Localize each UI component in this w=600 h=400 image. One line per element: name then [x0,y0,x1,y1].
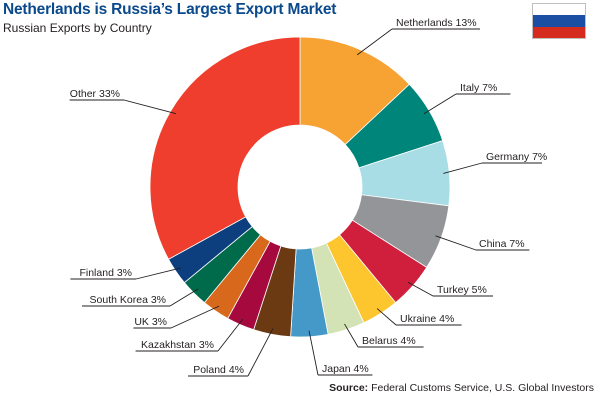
leader-line-china [435,235,477,251]
flag-stripe-blue [533,15,585,27]
slice-label-uk: UK 3% [134,316,167,328]
leader-line-netherlands [356,28,393,56]
chart-subtitle: Russian Exports by Country [3,21,152,35]
slice-label-ukraine: Ukraine 4% [400,313,454,325]
slice-label-south-korea: South Korea 3% [90,294,166,306]
chart-title: Netherlands is Russia’s Largest Export M… [3,1,337,18]
slice-label-china: China 7% [479,238,525,250]
slice-label-netherlands: Netherlands 13% [396,17,477,29]
russia-flag-icon [532,3,586,39]
leader-line-turkey [407,281,434,297]
slice-label-kazakhstan: Kazakhstan 3% [141,339,214,351]
flag-stripe-red [533,26,585,38]
slice-label-germany: Germany 7% [486,151,547,163]
leader-line-kazakhstan [217,318,244,352]
source-text: Federal Customs Service, U.S. Global Inv… [371,382,594,394]
source-label: Source: [329,382,369,394]
leader-line-uk [170,305,220,329]
slice-label-other: Other 33% [70,88,120,100]
slice-label-turkey: Turkey 5% [437,284,487,296]
leader-line-other [123,99,177,115]
slice-label-belarus: Belarus 4% [362,335,416,347]
leader-line-japan [308,330,319,376]
leader-line-italy [423,93,457,115]
slice-label-italy: Italy 7% [460,82,497,94]
leader-line-poland [247,328,274,377]
source-note: Source: Federal Customs Service, U.S. Gl… [329,382,594,394]
leader-line-germany [443,162,483,174]
slice-label-japan: Japan 4% [322,363,369,375]
flag-stripe-white [533,4,585,16]
leader-line-belarus [344,323,359,348]
leader-line-finland [135,267,182,280]
leader-line-ukraine [376,308,397,326]
leader-line-south-korea [169,288,199,307]
slice-label-poland: Poland 4% [193,364,244,376]
slice-label-finland: Finland 3% [79,267,132,279]
donut-hole [238,125,362,249]
